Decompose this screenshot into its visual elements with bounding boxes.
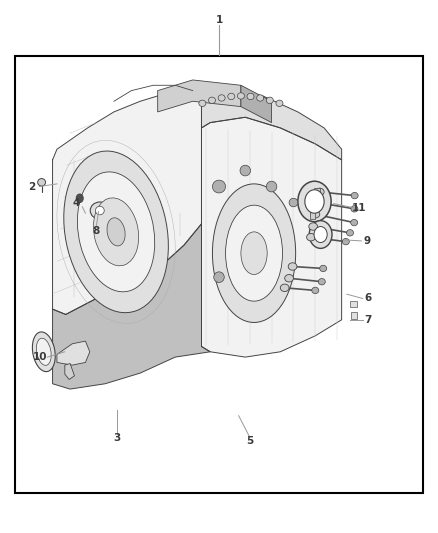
Polygon shape xyxy=(201,91,342,160)
Text: 2: 2 xyxy=(28,182,35,191)
Text: 10: 10 xyxy=(33,352,48,362)
Ellipse shape xyxy=(311,211,320,218)
Ellipse shape xyxy=(351,206,358,212)
Ellipse shape xyxy=(241,232,267,274)
Text: 9: 9 xyxy=(364,236,371,246)
Ellipse shape xyxy=(208,97,215,103)
Ellipse shape xyxy=(309,223,318,230)
Ellipse shape xyxy=(36,338,51,365)
Ellipse shape xyxy=(214,272,224,282)
Polygon shape xyxy=(158,80,241,112)
Ellipse shape xyxy=(78,172,155,292)
Ellipse shape xyxy=(289,198,298,207)
Ellipse shape xyxy=(240,165,251,176)
Polygon shape xyxy=(53,224,210,389)
Ellipse shape xyxy=(318,279,325,285)
Ellipse shape xyxy=(32,332,55,372)
Ellipse shape xyxy=(266,97,273,103)
Ellipse shape xyxy=(237,93,244,99)
Ellipse shape xyxy=(90,202,110,219)
Text: 4: 4 xyxy=(73,198,80,207)
Text: 3: 3 xyxy=(114,433,121,443)
Ellipse shape xyxy=(64,151,168,313)
Polygon shape xyxy=(65,364,74,379)
Ellipse shape xyxy=(93,198,139,266)
Polygon shape xyxy=(241,85,272,123)
Ellipse shape xyxy=(312,287,319,294)
Ellipse shape xyxy=(351,220,358,226)
Ellipse shape xyxy=(241,289,250,297)
Polygon shape xyxy=(53,91,201,314)
Ellipse shape xyxy=(107,218,125,246)
Text: 5: 5 xyxy=(246,437,253,446)
Ellipse shape xyxy=(76,194,83,203)
Ellipse shape xyxy=(280,284,289,292)
Ellipse shape xyxy=(212,180,226,193)
Text: 11: 11 xyxy=(352,203,367,213)
Ellipse shape xyxy=(285,274,293,282)
Ellipse shape xyxy=(298,181,331,222)
Bar xyxy=(15,56,423,493)
Text: 1: 1 xyxy=(215,15,223,25)
Ellipse shape xyxy=(228,93,235,100)
Ellipse shape xyxy=(351,192,358,199)
Text: 6: 6 xyxy=(364,294,371,303)
Ellipse shape xyxy=(315,188,324,196)
Ellipse shape xyxy=(313,199,322,206)
Ellipse shape xyxy=(266,181,277,192)
Text: 7: 7 xyxy=(364,315,371,325)
Bar xyxy=(312,198,318,207)
Bar xyxy=(310,210,315,219)
Ellipse shape xyxy=(343,238,350,245)
Ellipse shape xyxy=(218,95,225,101)
Bar xyxy=(350,301,357,307)
Ellipse shape xyxy=(346,230,353,236)
Polygon shape xyxy=(57,341,90,365)
Ellipse shape xyxy=(288,263,297,270)
Ellipse shape xyxy=(257,95,264,101)
Bar xyxy=(314,188,320,196)
Bar xyxy=(351,312,357,319)
Ellipse shape xyxy=(247,93,254,100)
Ellipse shape xyxy=(320,265,327,272)
Ellipse shape xyxy=(212,184,296,322)
Ellipse shape xyxy=(309,221,332,248)
Ellipse shape xyxy=(95,206,104,215)
Polygon shape xyxy=(201,117,342,357)
Ellipse shape xyxy=(307,233,315,241)
Ellipse shape xyxy=(226,205,283,301)
Text: 8: 8 xyxy=(93,226,100,236)
Ellipse shape xyxy=(199,100,206,107)
Ellipse shape xyxy=(38,179,46,186)
Ellipse shape xyxy=(305,190,324,213)
Ellipse shape xyxy=(314,227,327,243)
Ellipse shape xyxy=(276,100,283,107)
